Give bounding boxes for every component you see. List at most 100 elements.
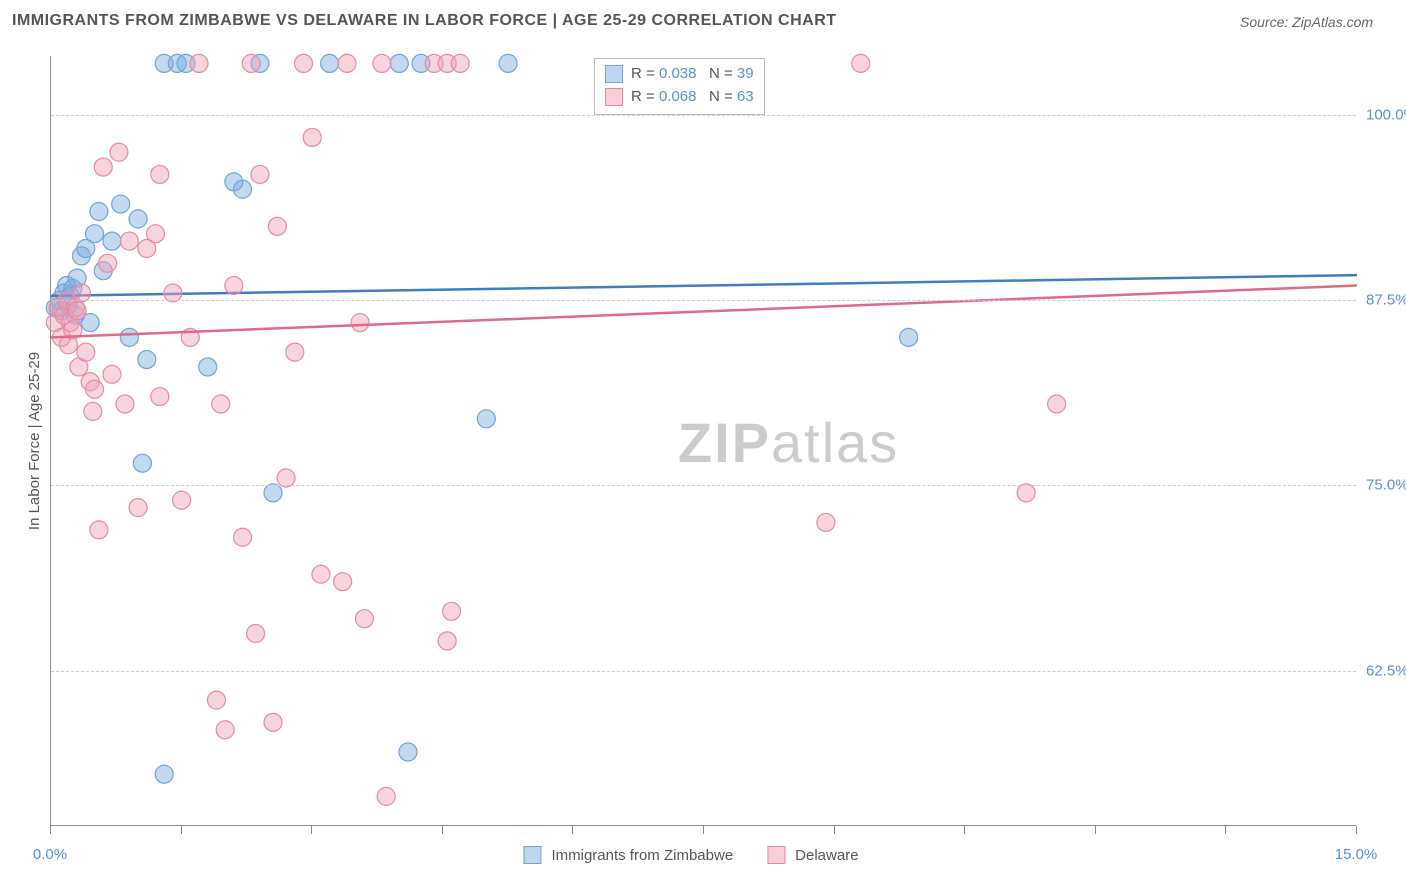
gridline [51,115,1356,116]
scatter-point [277,469,295,487]
scatter-point [116,395,134,413]
ytick-label: 87.5% [1366,292,1406,309]
scatter-point [164,284,182,302]
scatter-point [133,454,151,472]
chart-container: IMMIGRANTS FROM ZIMBABWE VS DELAWARE IN … [0,0,1406,892]
scatter-point [390,54,408,72]
gridline [51,300,1356,301]
scatter-point [110,143,128,161]
scatter-point [351,314,369,332]
gridline [51,485,1356,486]
gridline [51,671,1356,672]
scatter-point [86,225,104,243]
scatter-point [338,54,356,72]
legend-correlation: R = 0.038 N = 39R = 0.068 N = 63 [594,58,765,115]
scatter-point [151,388,169,406]
scatter-point [112,195,130,213]
scatter-point [120,232,138,250]
scatter-point [264,713,282,731]
scatter-point [377,787,395,805]
scatter-point [477,410,495,428]
scatter-point [438,632,456,650]
scatter-point [90,521,108,539]
legend-swatch [767,846,785,864]
scatter-point [900,328,918,346]
scatter-point [72,284,90,302]
legend-correlation-row: R = 0.068 N = 63 [605,86,754,109]
scatter-point [443,602,461,620]
legend-swatch [605,88,623,106]
scatter-point [334,573,352,591]
xtick-label: 15.0% [1335,846,1378,863]
chart-title: IMMIGRANTS FROM ZIMBABWE VS DELAWARE IN … [12,12,837,30]
scatter-point [373,54,391,72]
scatter-point [173,491,191,509]
scatter-point [199,358,217,376]
scatter-point [499,54,517,72]
scatter-point [207,691,225,709]
legend-series-label: Immigrants from Zimbabwe [551,847,733,864]
scatter-point [90,202,108,220]
scatter-point [303,128,321,146]
scatter-point [251,165,269,183]
scatter-point [84,402,102,420]
scatter-point [247,625,265,643]
xtick-label: 0.0% [33,846,67,863]
scatter-point [264,484,282,502]
plot-area: ZIPatlas R = 0.038 N = 39R = 0.068 N = 6… [50,56,1356,826]
xtick [703,826,704,834]
scatter-point [68,302,86,320]
ytick-label: 75.0% [1366,477,1406,494]
scatter-point [1048,395,1066,413]
legend-correlation-text: R = 0.068 N = 63 [631,86,754,109]
ytick-label: 62.5% [1366,662,1406,679]
scatter-point [103,232,121,250]
xtick [964,826,965,834]
legend-series-label: Delaware [795,847,858,864]
xtick [1225,826,1226,834]
scatter-point [99,254,117,272]
scatter-point [242,54,260,72]
xtick [1356,826,1357,834]
scatter-point [225,277,243,295]
ytick-label: 100.0% [1366,107,1406,124]
xtick [181,826,182,834]
scatter-point [234,528,252,546]
scatter-point [1017,484,1035,502]
xtick [834,826,835,834]
y-axis-label: In Labor Force | Age 25-29 [26,352,43,530]
scatter-point [399,743,417,761]
scatter-point [155,765,173,783]
legend-correlation-row: R = 0.038 N = 39 [605,63,754,86]
scatter-point [852,54,870,72]
scatter-point [77,343,95,361]
scatter-point [216,721,234,739]
plot-svg [51,56,1357,826]
scatter-point [86,380,104,398]
legend-correlation-text: R = 0.038 N = 39 [631,63,754,86]
xtick [311,826,312,834]
xtick [572,826,573,834]
scatter-point [294,54,312,72]
source-attribution: Source: ZipAtlas.com [1240,14,1373,30]
scatter-point [94,158,112,176]
xtick [1095,826,1096,834]
scatter-point [212,395,230,413]
scatter-point [355,610,373,628]
scatter-point [138,351,156,369]
scatter-point [146,225,164,243]
scatter-point [312,565,330,583]
scatter-point [103,365,121,383]
scatter-point [268,217,286,235]
scatter-point [451,54,469,72]
scatter-point [190,54,208,72]
scatter-point [234,180,252,198]
scatter-point [120,328,138,346]
xtick [442,826,443,834]
legend-series: Immigrants from Zimbabwe Delaware [523,846,882,864]
legend-swatch [605,65,623,83]
legend-swatch [523,846,541,864]
scatter-point [129,210,147,228]
scatter-point [286,343,304,361]
scatter-point [321,54,339,72]
